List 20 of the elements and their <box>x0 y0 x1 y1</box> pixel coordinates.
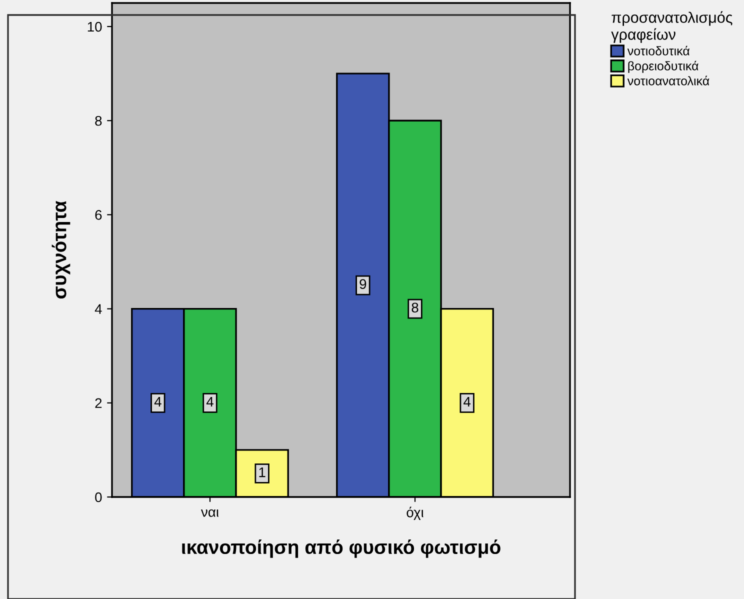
data-label: 8 <box>412 302 418 313</box>
y-tick-label: 10 <box>88 22 102 32</box>
y-tick-label: 0 <box>95 492 102 502</box>
legend-label: βορειοδυτικά <box>628 60 698 73</box>
legend-label: νοτιοδυτικά <box>627 46 690 56</box>
y-tick-label: 2 <box>95 398 102 408</box>
y-tick-label: 8 <box>95 116 102 126</box>
legend-label: νοτιοανατολικά <box>627 76 710 86</box>
data-label: 4 <box>206 396 214 406</box>
x-tick-label: όχι <box>406 506 424 520</box>
data-label: 1 <box>259 468 266 478</box>
x-axis-title: ικανοποίηση από φυσικό φωτισμό <box>182 540 500 558</box>
data-label: 9 <box>360 279 366 290</box>
data-label: 4 <box>154 396 162 406</box>
x-tick-label: ναι <box>200 509 219 517</box>
data-label: 4 <box>464 396 471 406</box>
y-tick-label: 6 <box>95 210 102 220</box>
y-tick-label: 4 <box>94 304 102 314</box>
y-axis-title: συχνότητα <box>52 200 70 299</box>
legend-title: προσανατολισμός γραφείων <box>611 11 732 43</box>
